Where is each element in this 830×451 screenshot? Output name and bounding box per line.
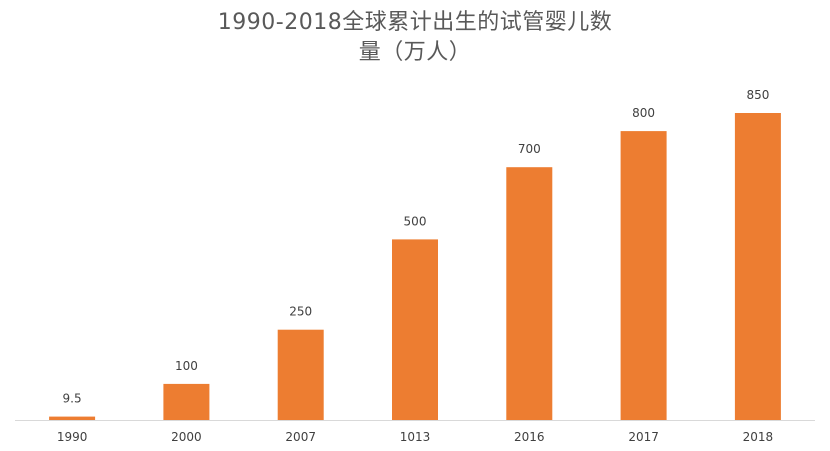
x-tick-label-2018: 2018 xyxy=(743,430,774,444)
bar-2007 xyxy=(277,329,324,420)
value-label-1990: 9.5 xyxy=(63,392,82,406)
x-tick-label-2016: 2016 xyxy=(514,430,545,444)
bar-2017 xyxy=(620,131,667,420)
value-label-2000: 100 xyxy=(175,359,198,373)
value-label-2017: 800 xyxy=(632,106,655,120)
bar-2018 xyxy=(734,113,781,420)
bars-layer xyxy=(49,113,781,420)
value-label-2007: 250 xyxy=(289,305,312,319)
chart-title-line-2: 量（万人） xyxy=(358,40,472,65)
x-tick-label-2017: 2017 xyxy=(628,430,659,444)
x-tick-labels-layer: 1990 2000 2007 1013 2016 2017 2018 xyxy=(57,430,773,444)
bar-2016 xyxy=(506,167,553,420)
x-tick-label-2000: 2000 xyxy=(171,430,202,444)
x-tick-label-1990: 1990 xyxy=(57,430,88,444)
chart-title-line-1: 1990-2018全球累计出生的试管婴儿数 xyxy=(217,10,613,35)
x-tick-label-1013: 1013 xyxy=(400,430,431,444)
bar-2000 xyxy=(163,383,210,420)
value-label-2016: 700 xyxy=(518,142,541,156)
bar-1990 xyxy=(49,416,96,420)
chart-title: 1990-2018全球累计出生的试管婴儿数 量（万人） xyxy=(0,8,830,68)
bar-1013 xyxy=(392,239,438,420)
value-label-2018: 850 xyxy=(746,88,769,102)
value-label-1013: 500 xyxy=(404,214,427,228)
value-labels-layer: 9.5 100 250 500 700 800 850 xyxy=(63,88,770,406)
x-tick-label-2007: 2007 xyxy=(285,430,316,444)
